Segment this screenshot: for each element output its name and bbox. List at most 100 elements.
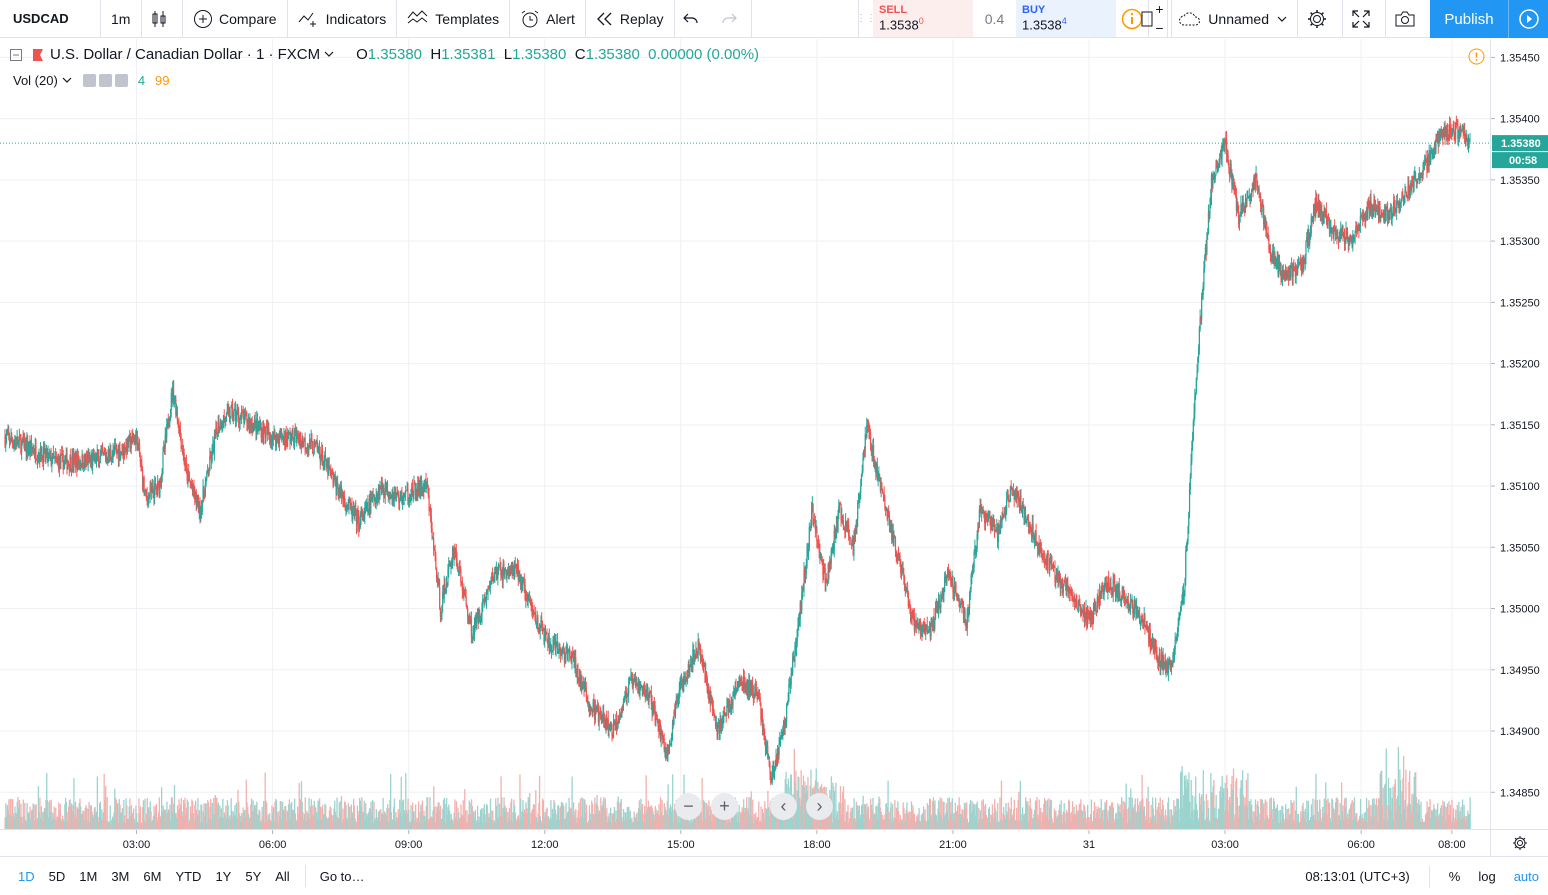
volume-bar bbox=[1108, 821, 1110, 829]
volume-bar bbox=[71, 811, 74, 829]
layout-square-icon[interactable] bbox=[1133, 0, 1169, 38]
price-chart[interactable] bbox=[0, 39, 1490, 829]
volume-bar bbox=[105, 820, 108, 829]
candle-body bbox=[408, 501, 411, 503]
volume-bar bbox=[1022, 816, 1025, 829]
candle-body bbox=[60, 455, 62, 463]
candle-body bbox=[503, 563, 505, 574]
indicators-button[interactable]: Indicators bbox=[288, 0, 398, 38]
interval-button[interactable]: 1m bbox=[101, 0, 142, 38]
candle-body bbox=[190, 483, 192, 486]
volume-bar bbox=[1211, 793, 1214, 829]
volume-bar bbox=[902, 802, 904, 829]
candle-body bbox=[603, 711, 605, 721]
volume-bar bbox=[184, 797, 186, 829]
buy-price: 1.35384 bbox=[1022, 16, 1067, 33]
candle-body bbox=[191, 485, 193, 488]
candle-body bbox=[451, 549, 454, 563]
candle-body bbox=[786, 705, 788, 722]
volume-bar bbox=[155, 804, 157, 829]
symbol-search-button[interactable]: USDCAD bbox=[0, 0, 101, 38]
drag-handle-icon[interactable]: ⋮⋮ bbox=[856, 13, 876, 24]
volume-bar bbox=[473, 817, 476, 829]
candle-body bbox=[17, 437, 19, 445]
candle-body bbox=[34, 445, 36, 456]
candle-body bbox=[410, 495, 412, 500]
templates-button[interactable]: Templates bbox=[397, 0, 511, 38]
candle-body bbox=[1000, 519, 1002, 523]
volume-bar bbox=[625, 819, 628, 829]
candle-body bbox=[261, 429, 263, 438]
candle-body bbox=[674, 702, 677, 714]
candle-body bbox=[775, 755, 777, 767]
volume-bar bbox=[842, 786, 845, 829]
chart-style-button[interactable] bbox=[142, 0, 183, 38]
volume-bar bbox=[964, 807, 966, 829]
volume-bar bbox=[926, 803, 929, 829]
volume-bar bbox=[1377, 821, 1379, 829]
candle-body bbox=[70, 469, 73, 471]
volume-bar bbox=[179, 808, 181, 829]
candle-body bbox=[151, 488, 153, 492]
quantity-minus-button[interactable]: − bbox=[1155, 19, 1164, 36]
volume-bar bbox=[861, 804, 864, 829]
volume-bar bbox=[244, 809, 246, 829]
volume-bar bbox=[1129, 820, 1131, 829]
layout-name-button[interactable]: Unnamed bbox=[1168, 0, 1298, 38]
candle-body bbox=[92, 453, 95, 455]
replay-button[interactable]: Replay bbox=[586, 0, 675, 38]
candle-body bbox=[885, 509, 887, 511]
volume-bar bbox=[413, 811, 415, 829]
candle-body bbox=[965, 624, 968, 628]
volume-bar bbox=[38, 812, 40, 829]
candle-body bbox=[454, 549, 456, 553]
publish-button[interactable]: Publish bbox=[1430, 0, 1508, 38]
snapshot-button[interactable] bbox=[1386, 0, 1430, 38]
volume-bar bbox=[408, 809, 410, 829]
candle-body bbox=[724, 712, 726, 716]
info-warning-icon[interactable] bbox=[1116, 0, 1148, 37]
candle-body bbox=[778, 743, 780, 756]
chart-pane[interactable] bbox=[0, 39, 1490, 829]
volume-bar bbox=[1210, 773, 1212, 829]
undo-button[interactable] bbox=[675, 0, 713, 38]
candle-body bbox=[288, 432, 290, 434]
candle-body bbox=[727, 702, 729, 706]
volume-bar bbox=[919, 820, 921, 829]
candle-body bbox=[28, 443, 30, 450]
volume-bar bbox=[840, 814, 842, 829]
alert-button[interactable]: Alert bbox=[510, 0, 586, 38]
fullscreen-button[interactable] bbox=[1343, 0, 1386, 38]
candle-body bbox=[8, 435, 11, 442]
candle-body bbox=[110, 450, 112, 458]
compare-button[interactable]: Compare bbox=[183, 0, 288, 38]
candle-body bbox=[1079, 605, 1081, 607]
candle-body bbox=[1089, 613, 1092, 624]
sell-button[interactable]: SELL 1.35380 bbox=[873, 0, 973, 37]
candle-body bbox=[550, 645, 552, 648]
volume-bar bbox=[874, 814, 876, 829]
volume-bar bbox=[1230, 783, 1232, 829]
volume-bar bbox=[331, 814, 333, 829]
volume-bar bbox=[615, 810, 617, 829]
candle-body bbox=[32, 449, 34, 451]
candle-body bbox=[919, 621, 921, 622]
volume-bar bbox=[11, 799, 13, 829]
buy-button[interactable]: BUY 1.35384 bbox=[1016, 0, 1116, 37]
candle-body bbox=[1075, 599, 1077, 601]
quantity-plus-button[interactable]: + bbox=[1155, 1, 1164, 18]
volume-bar bbox=[1130, 788, 1132, 829]
volume-bar bbox=[1297, 814, 1300, 829]
volume-bar bbox=[1258, 819, 1260, 829]
candle-body bbox=[984, 513, 987, 524]
candle-body bbox=[30, 441, 32, 452]
settings-button[interactable] bbox=[1298, 0, 1343, 38]
volume-bar bbox=[134, 822, 136, 829]
candle-body bbox=[327, 462, 329, 474]
candle-body bbox=[558, 643, 560, 651]
play-button[interactable] bbox=[1508, 0, 1548, 38]
volume-bar bbox=[203, 803, 205, 829]
candle-body bbox=[827, 564, 829, 584]
candle-body bbox=[906, 588, 908, 591]
redo-button[interactable] bbox=[713, 0, 752, 38]
